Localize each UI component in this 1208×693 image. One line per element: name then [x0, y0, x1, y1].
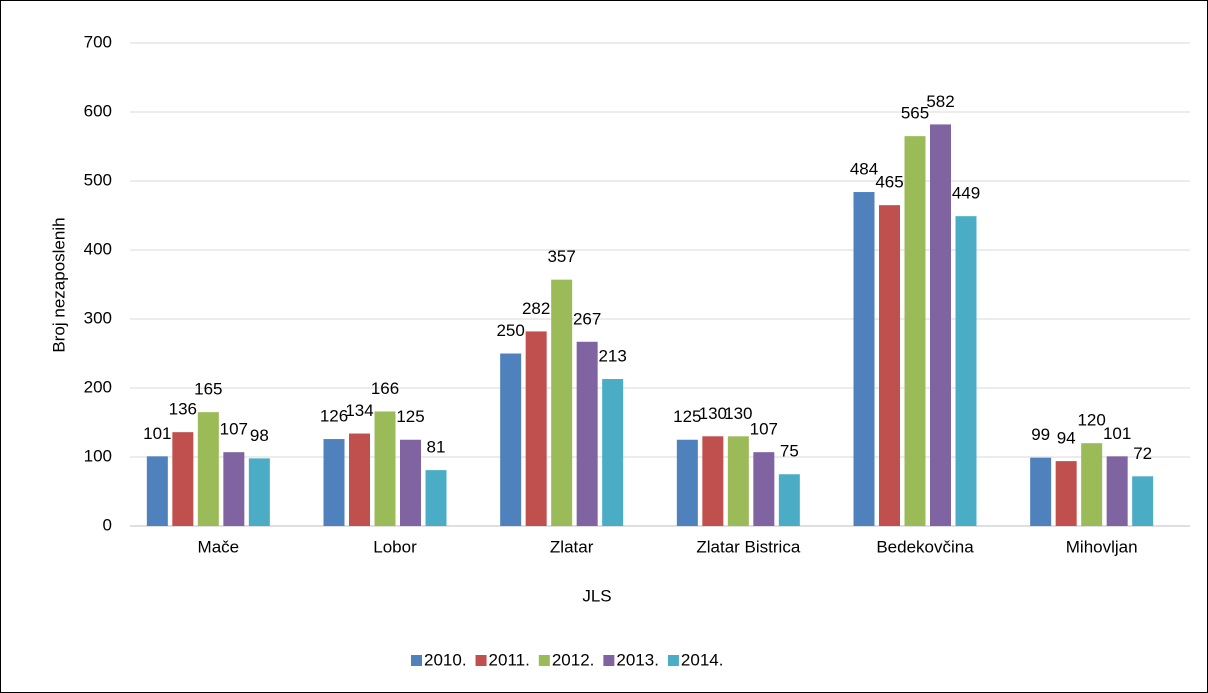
bar: [930, 124, 951, 527]
x-tick-label: Bedekovčina: [876, 537, 974, 556]
data-label: 125: [396, 407, 424, 426]
x-axis-title: JLS: [582, 586, 611, 605]
data-label: 81: [427, 438, 446, 457]
x-tick-label: Zlatar: [550, 537, 594, 556]
y-tick-label: 200: [84, 377, 112, 396]
x-tick-label: Lobor: [373, 537, 417, 556]
bar: [676, 439, 698, 526]
data-label: 136: [169, 400, 197, 419]
bar: [425, 470, 447, 526]
data-label: 165: [194, 380, 222, 399]
data-label: 134: [345, 401, 373, 420]
y-tick-label: 100: [84, 446, 112, 465]
bar: [1055, 461, 1077, 526]
bar: [602, 379, 624, 526]
bar: [525, 331, 547, 526]
data-label: 120: [1077, 411, 1105, 430]
data-label: 72: [1133, 444, 1152, 463]
legend-label: 2013.: [616, 650, 659, 669]
bar: [904, 136, 926, 526]
y-axis-title: Broj nezaposlenih: [49, 217, 68, 352]
data-label: 101: [143, 424, 171, 443]
bar: [551, 279, 573, 526]
data-label: 465: [875, 173, 903, 192]
y-tick-label: 300: [84, 308, 112, 327]
legend-label: 2011.: [489, 650, 530, 669]
data-label: 107: [220, 420, 248, 439]
x-tick-label: Mihovljan: [1066, 537, 1138, 556]
bar: [778, 474, 800, 526]
data-label: 99: [1031, 425, 1050, 444]
data-label: 582: [926, 92, 954, 111]
bar: [1106, 456, 1128, 526]
data-label: 130: [699, 404, 727, 423]
bar: [400, 439, 421, 526]
y-tick-label: 0: [103, 515, 112, 534]
data-label: 125: [673, 407, 701, 426]
data-label: 250: [496, 321, 524, 340]
bar: [223, 452, 245, 526]
x-tick-label: Zlatar Bistrica: [696, 537, 800, 556]
bar: [197, 412, 219, 526]
bar: [146, 456, 168, 526]
data-label: 98: [250, 426, 269, 445]
bar: [955, 216, 977, 526]
x-tick-label: Mače: [198, 537, 240, 556]
data-label: 107: [750, 420, 778, 439]
legend-swatch: [411, 655, 422, 666]
data-label: 126: [320, 407, 348, 426]
bar: [349, 433, 370, 526]
y-tick-label: 700: [84, 32, 112, 51]
legend-swatch: [603, 655, 615, 666]
bar: [323, 439, 345, 526]
data-label: 166: [371, 379, 399, 398]
bar: [753, 452, 775, 526]
data-label: 213: [598, 347, 626, 366]
data-label: 130: [724, 404, 752, 423]
bar: [702, 436, 724, 526]
bar: [727, 436, 749, 526]
bar: [500, 353, 522, 526]
data-label: 94: [1057, 429, 1076, 448]
legend-label: 2010.: [424, 650, 467, 669]
y-tick-label: 500: [84, 170, 112, 189]
data-label: 357: [547, 247, 575, 266]
legend-swatch: [538, 655, 550, 666]
y-tick-label: 400: [84, 239, 112, 258]
y-tick-label: 600: [84, 101, 112, 120]
bar: [248, 458, 270, 526]
bar: [374, 411, 396, 526]
data-label: 484: [850, 160, 878, 179]
bar: [1030, 457, 1052, 526]
data-label: 565: [901, 104, 929, 123]
data-label: 101: [1103, 424, 1131, 443]
data-label: 282: [522, 299, 550, 318]
legend-label: 2012.: [552, 650, 595, 669]
data-label: 75: [780, 442, 799, 461]
bar: [879, 205, 900, 526]
data-label: 267: [573, 309, 601, 328]
bar: [1081, 443, 1103, 526]
bar: [1132, 476, 1154, 526]
legend-swatch: [475, 655, 487, 666]
data-label: 449: [952, 184, 980, 203]
legend-swatch: [667, 655, 679, 666]
legend-label: 2014.: [681, 650, 724, 669]
bar: [172, 432, 194, 526]
bar: [576, 341, 598, 526]
bar: [853, 192, 875, 527]
